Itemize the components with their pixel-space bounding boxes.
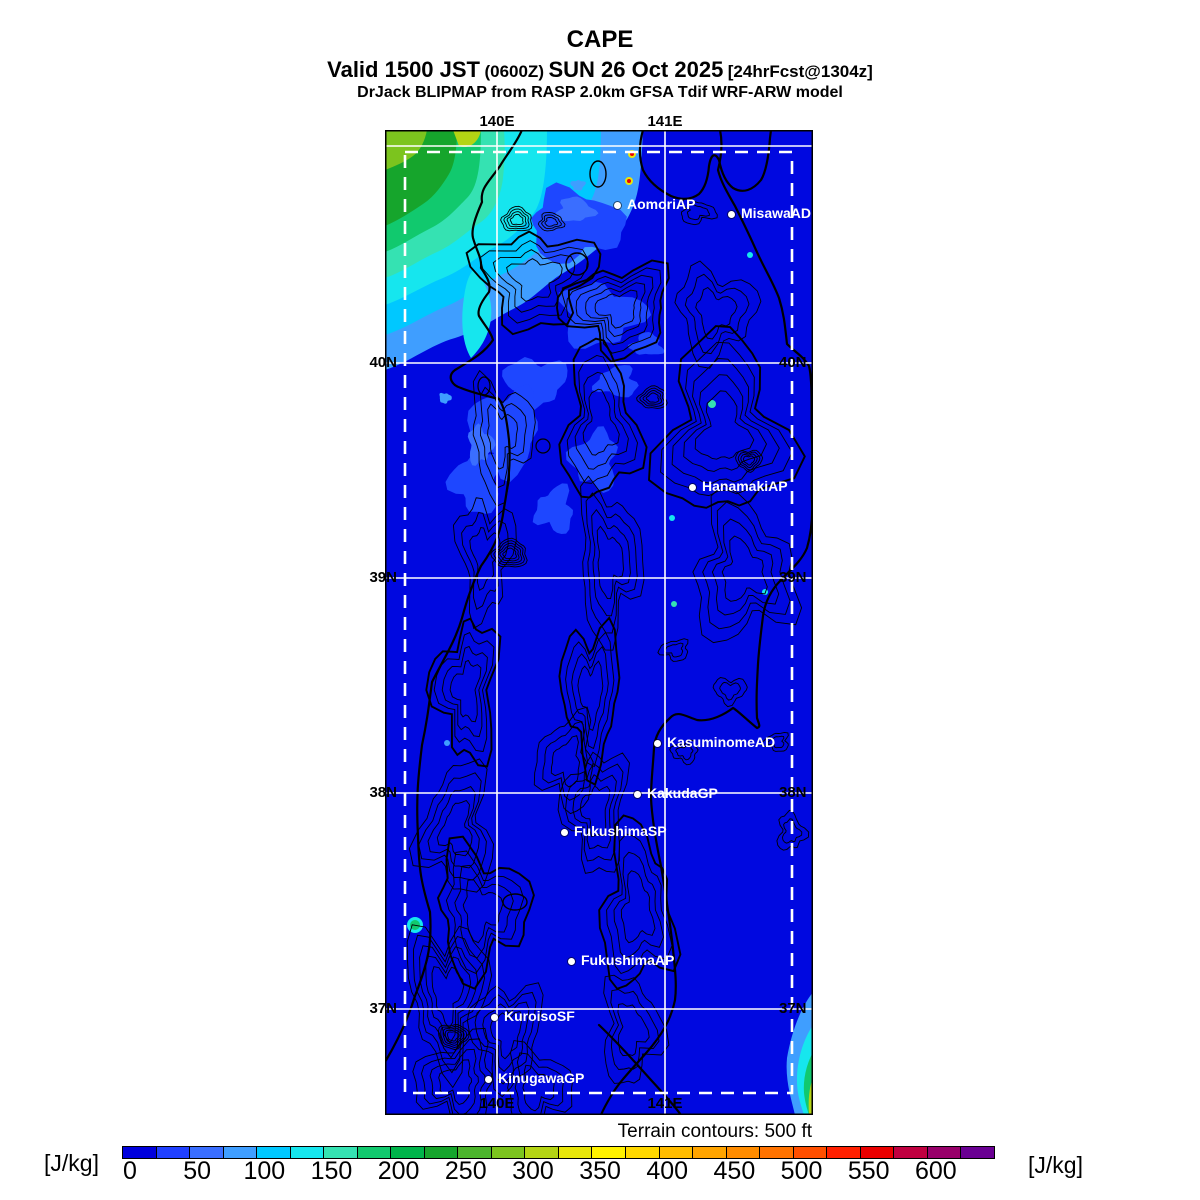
colorbar-tick: 0 (123, 1157, 137, 1185)
colorbar-tick: 300 (512, 1157, 554, 1185)
colorbar-segment (693, 1147, 727, 1158)
graticule-label: 39N (369, 569, 397, 586)
station-label: KakudaGP (647, 785, 718, 801)
colorbar-segment (894, 1147, 928, 1158)
graticule-label: 38N (369, 784, 397, 801)
colorbar-segment (659, 1147, 694, 1158)
colorbar-tick: 200 (377, 1157, 420, 1185)
station-dot (560, 828, 568, 836)
colorbar-segment (324, 1147, 358, 1158)
map-canvas: AomoriAP MisawaAD HanamakiAP KasuminomeAD Ka… (385, 130, 813, 1115)
graticule-label: 140E (479, 1095, 515, 1112)
colorbar-segment (860, 1147, 895, 1158)
station-dot (633, 790, 641, 798)
station-dot (653, 739, 661, 747)
colorbar-segment (123, 1147, 157, 1158)
colorbar-segment (592, 1147, 626, 1158)
forecast-cycle: [24hrFcst@1304z] (727, 62, 873, 81)
terrain-contour-note: Terrain contours: 500 ft (617, 1121, 812, 1142)
colorbar-segment (491, 1147, 526, 1158)
graticule-label: 38N (779, 784, 807, 801)
colorbar-tick: 100 (243, 1157, 286, 1185)
colorbar-unit-right: [J/kg] (1028, 1152, 1083, 1178)
station-label: KinugawaGP (498, 1070, 585, 1086)
station-dot (727, 210, 735, 218)
map-svg (385, 130, 813, 1115)
station-label: HanamakiAP (702, 478, 788, 494)
colorbar-segment (257, 1147, 291, 1158)
valid-time-line: Valid 1500 JST (0600Z) SUN 26 Oct 2025 [… (0, 57, 1200, 83)
page-title: CAPE (566, 26, 634, 53)
valid-time-main: Valid 1500 JST (327, 57, 480, 82)
colorbar-tick: 500 (780, 1157, 823, 1185)
colorbar-tick: 600 (914, 1157, 957, 1185)
station-dot (567, 957, 575, 965)
graticule-label: 39N (779, 569, 807, 586)
graticule-label: 141E (647, 1095, 683, 1112)
colorbar-segment (458, 1147, 492, 1158)
station-dot (484, 1075, 492, 1083)
station-label: KasuminomeAD (667, 734, 776, 750)
colorbar-segment (760, 1147, 794, 1158)
colorbar-tick: 50 (183, 1157, 212, 1185)
model-line: DrJack BLIPMAP from RASP 2.0km GFSA Tdif… (357, 84, 843, 101)
colorbar-segment (223, 1147, 258, 1158)
station-label: FukushimaSP (574, 823, 667, 839)
colorbar-segment (625, 1147, 660, 1158)
colorbar-segment (391, 1147, 425, 1158)
colorbar-tick: 400 (646, 1157, 689, 1185)
colorbar-segment (190, 1147, 224, 1158)
colorbar-tick: 150 (310, 1157, 353, 1185)
colorbar-tick: 250 (444, 1157, 487, 1185)
station-dot (613, 201, 621, 209)
colorbar-segment (558, 1147, 593, 1158)
colorbar-segment (357, 1147, 392, 1158)
graticule-label: 40N (369, 354, 397, 371)
colorbar-segment (525, 1147, 559, 1158)
colorbar-segment (290, 1147, 325, 1158)
station-label: AomoriAP (627, 196, 696, 212)
station-label: FukushimaAP (581, 952, 675, 968)
station-dot (490, 1013, 498, 1021)
colorbar-unit-left: [J/kg] (44, 1150, 99, 1176)
colorbar-segment (424, 1147, 459, 1158)
colorbar-segment (793, 1147, 828, 1158)
colorbar-tick: 350 (579, 1157, 621, 1185)
colorbar-segment (726, 1147, 761, 1158)
colorbar-segment (927, 1147, 962, 1158)
colorbar-tick: 550 (847, 1157, 890, 1185)
colorbar (122, 1146, 995, 1159)
graticule-label: 141E (647, 113, 683, 130)
station-label: MisawaAD (741, 205, 812, 221)
station-label: KuroisoSF (504, 1008, 575, 1024)
colorbar-segment (156, 1147, 191, 1158)
graticule-label: 140E (479, 113, 515, 130)
valid-date: SUN 26 Oct 2025 (548, 57, 724, 82)
colorbar-segment (961, 1147, 994, 1158)
graticule-label: 40N (779, 354, 807, 371)
valid-time-utc: (0600Z) (484, 62, 544, 81)
graticule-label: 37N (779, 1000, 807, 1017)
graticule-label: 37N (369, 1000, 397, 1017)
colorbar-segment (827, 1147, 861, 1158)
colorbar-tick: 450 (713, 1157, 756, 1185)
station-dot (688, 483, 696, 491)
